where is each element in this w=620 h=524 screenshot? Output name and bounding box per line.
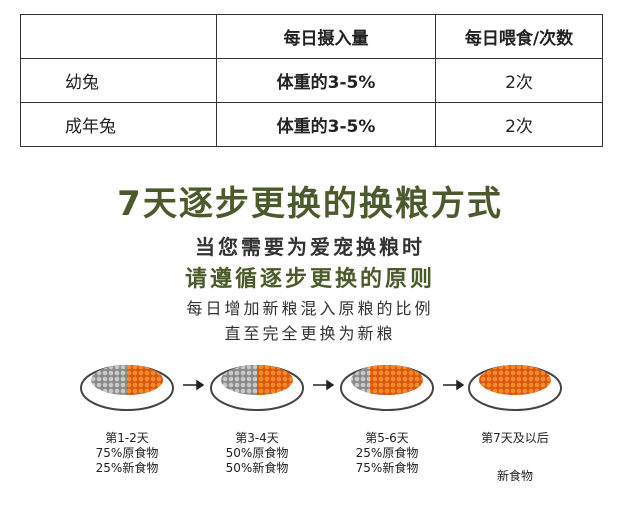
note: 每日增加新粮混入原粮的比例 bbox=[186, 299, 434, 318]
bowl bbox=[210, 365, 304, 411]
step-label: 第5-6天 bbox=[365, 431, 409, 445]
cell: 2次 bbox=[435, 58, 603, 103]
header-cell: 每日喂食/次数 bbox=[435, 14, 603, 59]
bowl bbox=[80, 365, 174, 411]
feeding-table: 每日摄入量 每日喂食/次数 幼兔 体重的3-5% 2次 成年兔 体重的3-5% … bbox=[20, 14, 603, 147]
step-old: 50%原食物 bbox=[225, 446, 289, 460]
header-cell bbox=[20, 14, 217, 59]
step-old: 75%原食物 bbox=[95, 446, 159, 460]
bowl bbox=[468, 365, 562, 411]
cell: 2次 bbox=[435, 102, 603, 147]
cell: 幼兔 bbox=[20, 58, 217, 103]
bowls bbox=[80, 365, 562, 411]
step-old: 25%原食物 bbox=[355, 446, 419, 460]
title: 7天逐步更换的换粮方式 bbox=[117, 184, 503, 224]
subtitle: 请遵循逐步更换的原则 bbox=[184, 267, 435, 292]
step-label: 第3-4天 bbox=[235, 431, 279, 445]
step-label: 第1-2天 bbox=[105, 431, 149, 445]
step-new: 25%新食物 bbox=[95, 461, 159, 475]
step: 第5-6天 25%原食物 75%新食物 bbox=[332, 431, 442, 476]
step: 第3-4天 50%原食物 50%新食物 bbox=[202, 431, 312, 476]
step-new: 50%新食物 bbox=[225, 461, 289, 475]
arrows bbox=[183, 379, 465, 391]
header-cell: 每日摄入量 bbox=[216, 14, 436, 59]
step: 第1-2天 75%原食物 25%新食物 bbox=[72, 431, 182, 476]
bowl bbox=[340, 365, 434, 411]
step-new: 75%新食物 bbox=[355, 461, 419, 475]
step-label: 第7天及以后 bbox=[481, 431, 549, 445]
cell: 成年兔 bbox=[20, 102, 217, 147]
step-new: 新食物 bbox=[496, 469, 533, 483]
note: 直至完全更换为新粮 bbox=[224, 324, 396, 343]
subtitle: 当您需要为爱宠换粮时 bbox=[195, 235, 425, 259]
step: 第7天及以后 新食物 bbox=[460, 431, 570, 484]
cell: 体重的3-5% bbox=[216, 102, 436, 147]
cell: 体重的3-5% bbox=[216, 58, 436, 103]
